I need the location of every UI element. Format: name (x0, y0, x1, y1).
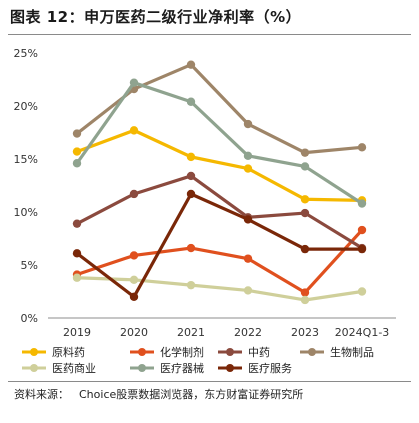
legend-label: 医疗器械 (160, 361, 204, 375)
data-point (243, 151, 253, 161)
data-point (72, 219, 82, 228)
legend-marker (30, 348, 38, 356)
series-line (75, 192, 364, 299)
data-point (300, 148, 310, 157)
data-point (357, 287, 367, 296)
data-point (357, 225, 367, 235)
source-text: Choice股票数据浏览器，东方财富证券研究所 (79, 388, 304, 401)
y-tick-label: 20% (14, 100, 38, 113)
data-point (72, 249, 82, 258)
data-point (129, 275, 139, 285)
title-divider (8, 34, 411, 35)
data-point (129, 251, 139, 260)
line-chart: 0% 5% 10% 15% 20% 25% 2019 2020 2021 2022 2023 202… (14, 47, 396, 375)
data-point (243, 119, 253, 129)
legend-item: 医药商业 (22, 361, 96, 375)
data-point (129, 126, 139, 135)
series-原料药 (72, 126, 367, 205)
legend-item: 原料药 (22, 345, 85, 359)
y-tick-label: 10% (14, 206, 38, 219)
data-point (186, 189, 196, 199)
data-point (243, 215, 253, 224)
series-中药 (72, 171, 367, 253)
data-point (243, 254, 253, 263)
data-point (186, 97, 196, 106)
legend-item: 生物制品 (300, 345, 374, 359)
legend-marker (308, 348, 316, 356)
data-point (243, 164, 253, 173)
data-point (243, 286, 253, 295)
legend-marker (226, 364, 234, 372)
legend-item: 医疗服务 (218, 361, 292, 375)
series-化学制剂 (72, 225, 367, 297)
series-医疗服务 (72, 189, 367, 301)
series-line (75, 128, 364, 202)
y-tick-label: 15% (14, 153, 38, 166)
legend-item: 化学制剂 (130, 345, 204, 359)
data-point (186, 171, 196, 181)
chart-title: 图表 12：申万医药二级行业净利率（%） (10, 8, 302, 26)
x-tick-label: 2019 (63, 326, 91, 339)
x-tick-label: 2021 (177, 326, 205, 339)
data-point (300, 162, 310, 171)
x-tick-label: 2023 (291, 326, 319, 339)
series-line (75, 228, 364, 295)
data-point (300, 288, 310, 297)
data-point (300, 208, 310, 218)
data-point (129, 189, 139, 199)
source-note: 资料来源： Choice股票数据浏览器，东方财富证券研究所 (14, 386, 313, 402)
data-point (72, 129, 82, 138)
data-point (186, 152, 196, 162)
series-医疗器械 (72, 78, 367, 208)
data-point (72, 273, 82, 282)
y-tick-label: 0% (21, 312, 38, 325)
x-tick-label: 2022 (234, 326, 262, 339)
data-point (129, 78, 139, 87)
legend-marker (138, 364, 146, 372)
y-axis: 0% 5% 10% 15% 20% 25% (14, 47, 38, 325)
series-医药商业 (72, 273, 367, 305)
data-point (357, 244, 367, 254)
legend-marker (138, 348, 146, 356)
source-divider (8, 381, 411, 382)
x-axis: 2019 2020 2021 2022 2023 2024Q1-3 (48, 317, 396, 339)
data-point (300, 195, 310, 204)
series-line (75, 276, 364, 302)
legend-label: 原料药 (52, 345, 85, 359)
series-group (72, 60, 367, 305)
x-tick-label: 2024Q1-3 (335, 326, 390, 339)
legend-label: 中药 (248, 346, 270, 359)
data-point (186, 243, 196, 253)
x-tick-label: 2020 (120, 326, 148, 339)
legend-label: 化学制剂 (160, 345, 204, 359)
series-line (75, 81, 364, 206)
data-point (300, 244, 310, 254)
source-label: 资料来源： (14, 388, 69, 401)
data-point (72, 159, 82, 168)
data-point (72, 147, 82, 156)
data-point (186, 280, 196, 290)
legend-item: 中药 (218, 346, 270, 359)
data-point (357, 199, 367, 208)
legend-item: 医疗器械 (130, 361, 204, 375)
series-line (75, 174, 364, 250)
y-tick-label: 25% (14, 47, 38, 60)
legend-marker (226, 348, 234, 356)
legend-label: 医药商业 (52, 361, 96, 375)
series-line (75, 63, 364, 155)
data-point (357, 143, 367, 152)
data-point (300, 295, 310, 305)
data-point (129, 292, 139, 301)
y-tick-label: 5% (21, 259, 38, 272)
legend-marker (30, 364, 38, 372)
legend-label: 生物制品 (330, 345, 374, 359)
data-point (186, 60, 196, 69)
legend-label: 医疗服务 (248, 361, 292, 375)
